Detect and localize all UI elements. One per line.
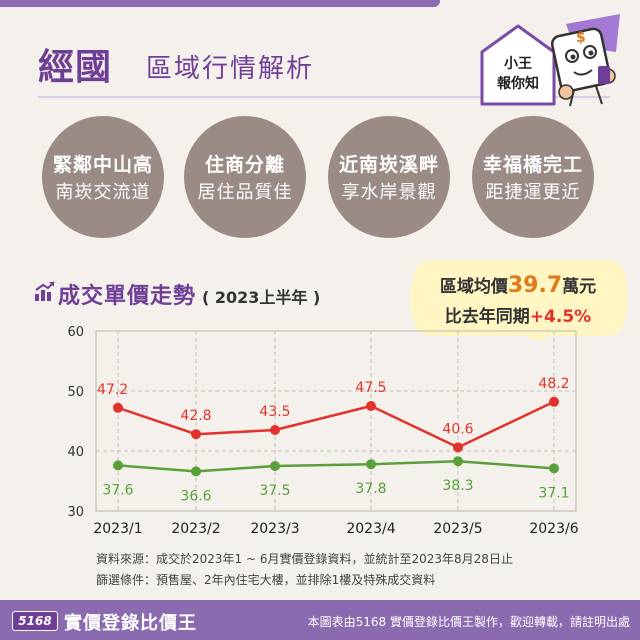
- page-title: 經國: [38, 47, 113, 88]
- average-price-callout: [410, 260, 628, 340]
- y-tick-label: 30: [67, 505, 84, 520]
- series-1-data-label: 47.2: [97, 382, 128, 398]
- title-divider: [38, 96, 610, 98]
- series-1-data-label: 48.2: [538, 376, 569, 392]
- series-1-point: [549, 396, 559, 407]
- footer-credit: 本圖表由5168 實價登錄比價王製作，歡迎轉載，請註明出處: [307, 615, 630, 629]
- avg-price-unit: 萬元: [562, 277, 597, 297]
- series-1-data-label: 47.5: [355, 380, 386, 396]
- y-tick-label: 60: [67, 325, 84, 340]
- series-line-1: [117, 400, 555, 449]
- x-tick-label: 2023/3: [250, 521, 299, 537]
- x-tick-label: 2023/6: [529, 521, 578, 537]
- highlight-3-line1: 近南崁溪畔: [338, 154, 439, 176]
- yoy-label: 比去年同期: [444, 307, 530, 327]
- plot-frame: [95, 330, 577, 512]
- highlight-circle-3: 近南崁溪畔 享水岸景觀: [328, 116, 450, 238]
- brand-logo: 5168: [12, 611, 58, 631]
- x-tick-label: 2023/5: [433, 521, 482, 537]
- series-2-point: [191, 466, 201, 477]
- series-2-point: [366, 459, 376, 470]
- highlight-1-line1: 緊鄰中山高: [52, 154, 153, 176]
- x-tick-label: 2023/4: [346, 521, 395, 537]
- yoy-value: +4.5%: [529, 307, 592, 327]
- series-2-point: [549, 463, 559, 474]
- brand-name: 實價登錄比價王: [64, 613, 197, 634]
- series-2-data-label: 37.6: [102, 482, 133, 498]
- callout-text: 區域均價39.7萬元 比去年同期+4.5%: [418, 272, 618, 327]
- series-1-point: [191, 429, 201, 440]
- series-2-point: [270, 461, 280, 471]
- y-tick-label: 50: [67, 385, 84, 400]
- highlight-circle-4: 幸福橋完工 距捷運更近: [472, 116, 594, 238]
- highlight-circle-1: 緊鄰中山高 南崁交流道: [42, 116, 164, 238]
- series-line-2: [117, 459, 555, 473]
- series-2-point: [113, 460, 123, 471]
- highlight-circle-2: 住商分離 居住品質佳: [184, 116, 306, 238]
- x-tick-label: 2023/2: [171, 521, 220, 537]
- footer-bar: [0, 600, 640, 640]
- footnote-source: 資料來源：成交於2023年1 ~ 6月實價登錄資料，並統計至2023年8月28日…: [96, 552, 513, 566]
- trend-period: ( 2023上半年 ): [202, 288, 321, 307]
- mascot-caption-2: 報你知: [497, 75, 539, 92]
- series-2-data-label: 37.8: [355, 481, 386, 497]
- series-1-data-label: 40.6: [442, 421, 473, 437]
- x-tick-label: 2023/1: [93, 521, 142, 537]
- series-2-point: [453, 456, 463, 467]
- series-1-point: [113, 402, 123, 413]
- series-2-data-label: 38.3: [442, 478, 473, 494]
- trend-chart-icon: [35, 281, 55, 301]
- mascot-caption-1: 小王: [504, 56, 532, 72]
- series-2-data-label: 37.5: [259, 483, 290, 499]
- series-1-data-label: 42.8: [180, 408, 211, 424]
- y-tick-label: 40: [67, 445, 84, 460]
- trend-title-text: 成交單價走勢: [58, 284, 197, 309]
- highlight-4-line1: 幸福橋完工: [482, 154, 583, 176]
- top-accent-bar: [0, 0, 440, 7]
- avg-price-value: 39.7: [507, 273, 563, 298]
- highlight-1-line2: 南崁交流道: [55, 182, 151, 203]
- svg-text:$: $: [576, 30, 586, 46]
- highlight-4-line2: 距捷運更近: [485, 182, 581, 203]
- trend-title: 成交單價走勢 ( 2023上半年 ): [58, 278, 320, 310]
- series-2-data-label: 37.1: [538, 485, 569, 501]
- avg-price-label: 區域均價: [439, 277, 508, 297]
- series-1-point: [366, 401, 376, 411]
- highlight-3-line2: 享水岸景觀: [341, 182, 437, 203]
- mascot-icon: 小王 報你知 $: [480, 14, 620, 107]
- footnote-filter: 篩選條件：預售屋、2年內住宅大樓，並排除1樓及特殊成交資料: [96, 573, 436, 587]
- series-1-data-label: 43.5: [259, 404, 290, 420]
- highlight-2-line1: 住商分離: [204, 154, 285, 176]
- series-1-point: [270, 425, 280, 435]
- highlight-2-line2: 居住品質佳: [197, 182, 293, 203]
- page-subtitle: 區域行情解析: [146, 54, 315, 84]
- series-2-data-label: 36.6: [180, 488, 211, 504]
- series-1-point: [453, 442, 463, 453]
